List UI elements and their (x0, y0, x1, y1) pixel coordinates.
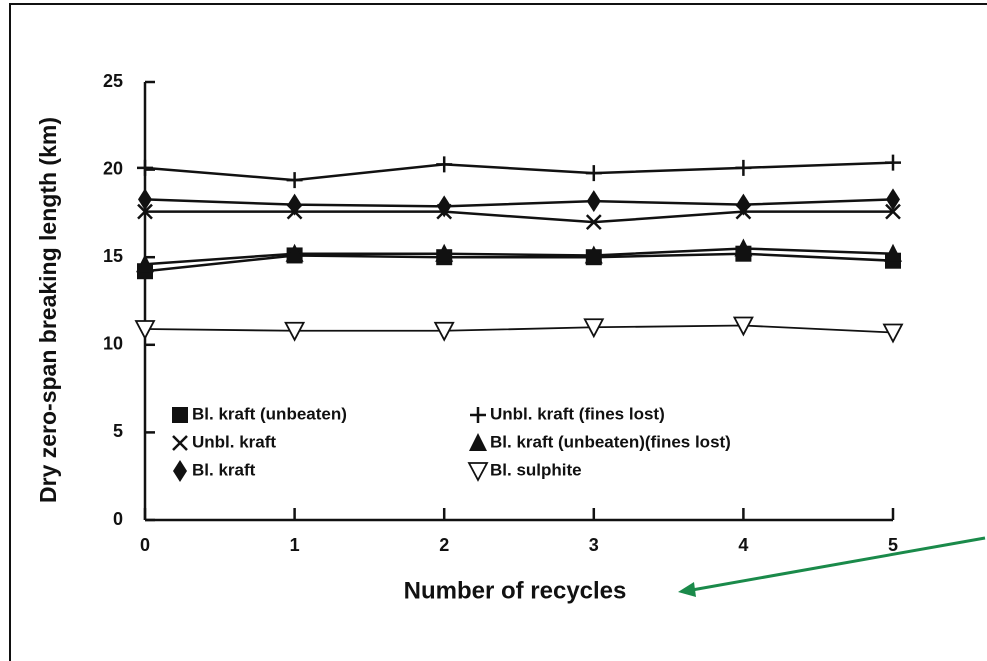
marker (735, 159, 752, 176)
y-axis-label: Dry zero-span breaking length (km) (35, 117, 61, 503)
marker (172, 435, 188, 451)
marker (137, 203, 153, 220)
marker (585, 214, 602, 231)
marker (172, 407, 188, 423)
legend-entry: Bl. kraft (unbeaten)(fines lost) (469, 432, 731, 451)
marker (885, 154, 901, 171)
x-tick-label: 3 (589, 535, 599, 555)
legend-label: Bl. sulphite (490, 460, 582, 479)
marker (736, 193, 751, 216)
marker (286, 172, 303, 189)
annotation-arrow (678, 536, 986, 597)
marker (287, 193, 302, 216)
marker (583, 318, 605, 339)
marker (134, 320, 156, 340)
marker (173, 460, 187, 482)
marker (882, 323, 904, 344)
series-line (144, 252, 894, 273)
marker (284, 321, 306, 342)
marker (585, 165, 602, 182)
marker (584, 245, 603, 264)
legend-label: Bl. kraft (unbeaten)(fines lost) (490, 432, 731, 451)
marker (469, 433, 487, 451)
legend-label: Unbl. kraft (fines lost) (490, 404, 665, 423)
y-tick-label: 5 (113, 421, 123, 441)
x-tick-label: 4 (738, 535, 748, 555)
legend-entry: Unbl. kraft (172, 432, 276, 451)
marker (285, 243, 304, 262)
legend-label: Bl. kraft (192, 460, 256, 479)
y-tick-label: 15 (103, 246, 123, 266)
series-line (144, 247, 894, 266)
marker (138, 188, 152, 211)
x-tick-label: 0 (140, 535, 150, 555)
marker (732, 316, 754, 337)
marker (436, 156, 453, 173)
y-tick-label: 10 (103, 334, 123, 354)
x-tick-label: 2 (439, 535, 449, 555)
legend-entry: Bl. kraft (173, 460, 256, 482)
series-line (144, 161, 894, 182)
frame (9, 3, 987, 661)
marker (734, 238, 753, 257)
marker (586, 190, 601, 213)
marker (467, 462, 489, 482)
series-line (145, 210, 893, 224)
y-tick-label: 0 (113, 509, 123, 529)
series-line (144, 324, 894, 334)
legend-entry: Unbl. kraft (fines lost) (470, 404, 665, 423)
legend-label: Unbl. kraft (192, 432, 276, 451)
x-tick-label: 5 (888, 535, 898, 555)
legend-label: Bl. kraft (unbeaten) (192, 404, 347, 423)
marker (137, 159, 153, 176)
x-axis-label: Number of recycles (404, 577, 627, 604)
legend-entry: Bl. kraft (unbeaten) (172, 404, 347, 423)
marker (884, 243, 902, 262)
marker (435, 243, 454, 262)
marker (136, 254, 154, 273)
series-line (144, 198, 894, 208)
legend-entry: Bl. sulphite (467, 460, 582, 482)
marker (437, 195, 452, 218)
y-tick-label: 25 (103, 71, 123, 91)
marker (470, 407, 486, 423)
x-tick-label: 1 (290, 535, 300, 555)
marker (433, 321, 455, 342)
marker (885, 203, 901, 220)
y-tick-label: 20 (103, 158, 123, 178)
marker (886, 188, 900, 211)
